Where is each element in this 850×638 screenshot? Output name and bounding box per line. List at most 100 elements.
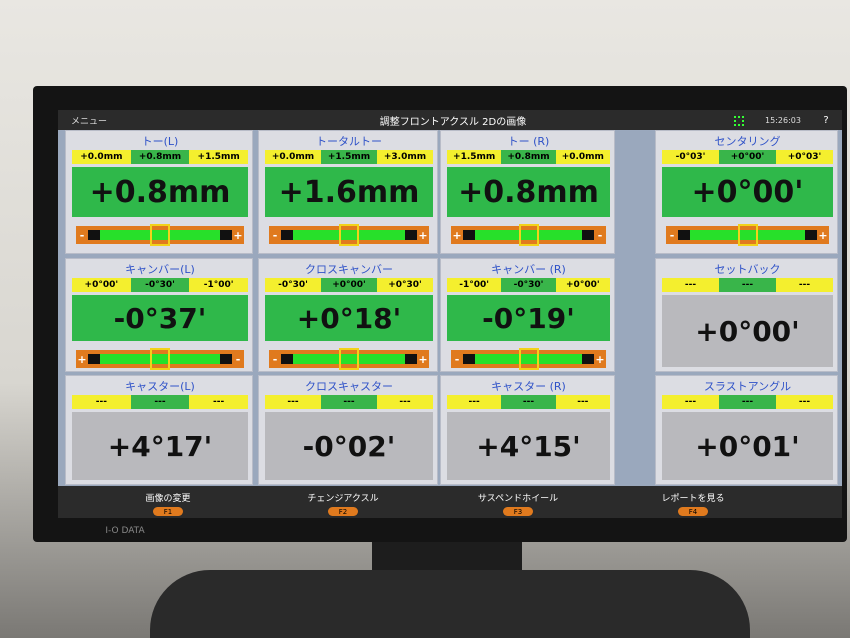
panel: トータルトー +0.0mm +1.5mm +3.0mm +1.6mm - + (258, 130, 438, 254)
gauge: + - (76, 348, 244, 370)
range-label: --- (265, 395, 321, 409)
range-label: -1°00' (447, 278, 502, 292)
measured-value: +4°17' (72, 412, 248, 480)
measured-value: +0.8mm (72, 167, 248, 217)
range-label: --- (776, 395, 833, 409)
gauge-end (582, 354, 594, 364)
range-label: +0°03' (776, 150, 833, 164)
panel: キャスター (R) --- --- --- +4°15' (440, 375, 615, 485)
help-button[interactable]: ? (823, 114, 829, 126)
panel-title: キャスター (R) (491, 380, 566, 393)
measured-value: +0°00' (662, 167, 833, 217)
gauge-end (463, 354, 475, 364)
footer-bar (58, 486, 842, 518)
gauge: - + (269, 348, 429, 370)
range-label: --- (189, 395, 248, 409)
panel: キャスター(L) --- --- --- +4°17' (65, 375, 253, 485)
gauge-marker (518, 224, 539, 246)
footer-button[interactable]: サスペンドホイール (477, 493, 559, 504)
footer-button[interactable]: チェンジアクスル (307, 493, 379, 504)
menu-button[interactable]: メニュー (70, 116, 107, 127)
gauge-sign: - (272, 228, 278, 242)
measured-value: +0°01' (662, 412, 833, 480)
footer-button[interactable]: 画像の変更 (145, 493, 191, 504)
gauge-track (281, 354, 417, 364)
range-label: +0°00' (719, 150, 776, 164)
panel-title: キャンバー(L) (125, 263, 195, 276)
gauge-track (463, 230, 594, 240)
range-label: +0.8mm (130, 150, 190, 164)
panel-title: セットバック (714, 263, 781, 276)
range-label: +0°00' (555, 278, 610, 292)
gauge-marker (737, 224, 758, 246)
range-label: +0.0mm (265, 150, 321, 164)
range-label: --- (321, 395, 377, 409)
measured-value: -0°02' (265, 412, 433, 480)
gauge-end (88, 354, 100, 364)
gauge-marker (339, 224, 359, 246)
gauge-sign: - (597, 228, 603, 242)
screen: メニュー 調整フロントアクスル 2Dの画像 15:26:03? トー(L) +0.0mm… (58, 110, 842, 518)
gauge: - + (451, 348, 606, 370)
gauge-sign: - (79, 228, 85, 242)
function-key[interactable]: F4 (678, 507, 708, 516)
panel: セットバック --- --- --- +0°00' (655, 258, 838, 372)
range-label: --- (776, 278, 833, 292)
header-bar (58, 110, 842, 130)
panel-title: センタリング (714, 135, 781, 148)
range-label: --- (662, 395, 719, 409)
function-key[interactable]: F2 (328, 507, 358, 516)
range-label: +0°00' (321, 278, 377, 292)
gauge-sign: + (818, 228, 828, 242)
gauge-sign: + (233, 228, 243, 242)
panel-title: キャスター(L) (125, 380, 195, 393)
gauge-end (220, 354, 232, 364)
range-label: --- (130, 395, 190, 409)
range-label: --- (719, 395, 776, 409)
footer-button[interactable]: レポートを見る (661, 493, 725, 504)
range-label: -1°00' (189, 278, 248, 292)
gauge-marker (150, 348, 170, 370)
range-label: +0.0mm (555, 150, 610, 164)
gauge: - + (76, 224, 244, 246)
stand-base (150, 570, 750, 638)
range-label: +3.0mm (377, 150, 433, 164)
measured-value: +1.6mm (265, 167, 433, 217)
range-label: +1.5mm (189, 150, 248, 164)
panel-title: トー (R) (507, 135, 550, 148)
function-key[interactable]: F1 (153, 507, 183, 516)
range-label: -0°30' (501, 278, 556, 292)
panel: トー (R) +1.5mm +0.8mm +0.0mm +0.8mm + - (440, 130, 615, 254)
gauge-marker (518, 348, 539, 370)
gauge-sign: + (418, 352, 428, 366)
panel-title: トータルトー (316, 135, 382, 148)
panel: クロスキャスター --- --- --- -0°02' (258, 375, 438, 485)
gauge-track (281, 230, 417, 240)
panel-title: キャンバー (R) (491, 263, 566, 276)
gauge-sign: + (595, 352, 605, 366)
gauge-end (220, 230, 232, 240)
gauge-end (582, 230, 594, 240)
measured-value: +0°18' (265, 295, 433, 341)
panel-title: クロスキャスター (305, 380, 393, 393)
gauge-end (805, 230, 817, 240)
range-label: --- (377, 395, 433, 409)
range-label: --- (555, 395, 610, 409)
status-icon (734, 116, 744, 126)
measured-value: +0.8mm (447, 167, 610, 217)
gauge-track (463, 354, 594, 364)
header-title: 調整フロントアクスル 2Dの画像 (379, 116, 527, 128)
measured-value: +0°00' (662, 295, 833, 367)
range-label: +1.5mm (447, 150, 502, 164)
function-key[interactable]: F3 (503, 507, 533, 516)
gauge-sign: - (669, 228, 675, 242)
range-label: -0°03' (662, 150, 719, 164)
gauge-end (281, 354, 293, 364)
panel: キャンバー (R) -1°00' -0°30' +0°00' -0°19' - + (440, 258, 615, 372)
gauge-sign: - (235, 352, 241, 366)
gauge-sign: - (272, 352, 278, 366)
range-label: +0°30' (377, 278, 433, 292)
gauge-sign: + (452, 228, 462, 242)
gauge-sign: - (454, 352, 460, 366)
